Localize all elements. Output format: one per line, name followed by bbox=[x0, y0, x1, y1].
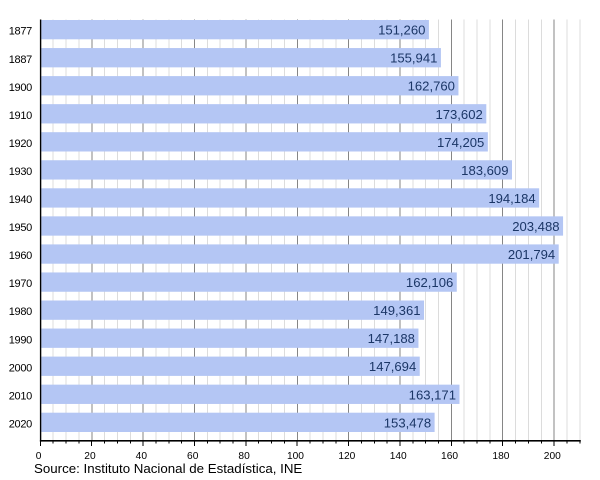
svg-text:20: 20 bbox=[84, 451, 96, 462]
svg-text:1887: 1887 bbox=[9, 54, 32, 66]
svg-text:183,609: 183,609 bbox=[461, 163, 508, 178]
svg-text:80: 80 bbox=[238, 451, 250, 462]
svg-text:203,488: 203,488 bbox=[512, 219, 559, 234]
svg-text:60: 60 bbox=[187, 451, 199, 462]
svg-text:162,106: 162,106 bbox=[406, 275, 453, 290]
svg-text:200: 200 bbox=[544, 451, 561, 462]
svg-text:1970: 1970 bbox=[9, 278, 32, 290]
svg-text:155,941: 155,941 bbox=[390, 51, 437, 66]
svg-text:162,760: 162,760 bbox=[408, 79, 455, 94]
svg-text:1920: 1920 bbox=[9, 138, 32, 150]
svg-text:180: 180 bbox=[492, 451, 509, 462]
svg-text:40: 40 bbox=[136, 451, 148, 462]
svg-text:1940: 1940 bbox=[9, 194, 32, 206]
svg-text:1900: 1900 bbox=[9, 82, 32, 94]
svg-text:0: 0 bbox=[36, 451, 42, 462]
svg-text:100: 100 bbox=[287, 451, 304, 462]
svg-text:120: 120 bbox=[338, 451, 355, 462]
svg-text:160: 160 bbox=[441, 451, 458, 462]
svg-text:147,694: 147,694 bbox=[369, 359, 416, 374]
svg-text:147,188: 147,188 bbox=[368, 331, 415, 346]
svg-text:1877: 1877 bbox=[9, 26, 32, 38]
svg-text:1960: 1960 bbox=[9, 250, 32, 262]
svg-text:163,171: 163,171 bbox=[409, 387, 456, 402]
svg-text:140: 140 bbox=[390, 451, 407, 462]
svg-text:1980: 1980 bbox=[9, 306, 32, 318]
svg-text:201,794: 201,794 bbox=[508, 247, 555, 262]
svg-text:2020: 2020 bbox=[9, 418, 32, 430]
svg-text:1990: 1990 bbox=[9, 334, 32, 346]
svg-text:Source: Instituto Nacional de: Source: Instituto Nacional de Estadístic… bbox=[34, 461, 302, 476]
svg-text:194,184: 194,184 bbox=[488, 191, 535, 206]
svg-text:153,478: 153,478 bbox=[384, 415, 431, 430]
svg-text:149,361: 149,361 bbox=[373, 303, 420, 318]
svg-text:174,205: 174,205 bbox=[437, 135, 484, 150]
svg-text:173,602: 173,602 bbox=[435, 107, 482, 122]
svg-text:1950: 1950 bbox=[9, 222, 32, 234]
svg-text:1930: 1930 bbox=[9, 166, 32, 178]
svg-text:2000: 2000 bbox=[9, 362, 32, 374]
svg-text:1910: 1910 bbox=[9, 110, 32, 122]
svg-text:151,260: 151,260 bbox=[378, 23, 425, 38]
svg-text:2010: 2010 bbox=[9, 390, 32, 402]
